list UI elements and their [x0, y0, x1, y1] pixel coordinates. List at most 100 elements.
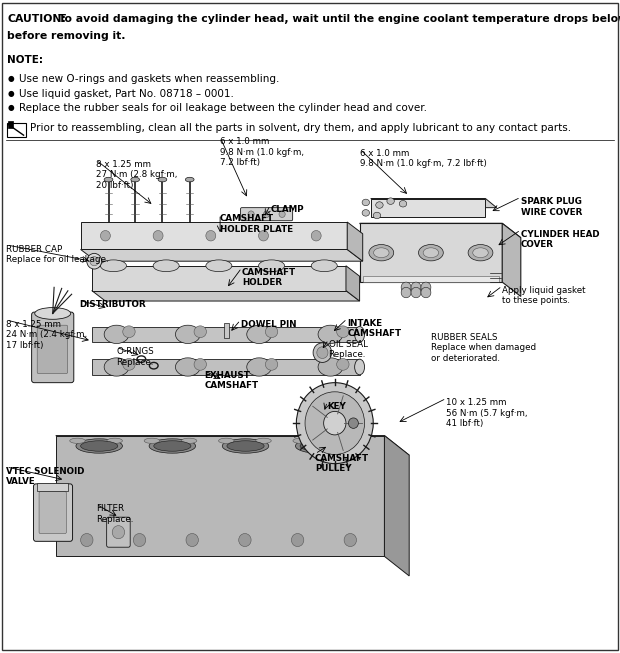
Circle shape — [239, 534, 251, 547]
Circle shape — [133, 534, 146, 547]
Ellipse shape — [293, 438, 309, 443]
Circle shape — [311, 231, 321, 241]
Text: 8 x 1.25 mm
24 N·m (2.4 kgf·m,
17 lbf·ft): 8 x 1.25 mm 24 N·m (2.4 kgf·m, 17 lbf·ft… — [6, 320, 87, 350]
Ellipse shape — [265, 326, 278, 338]
Circle shape — [411, 282, 421, 293]
Circle shape — [421, 282, 431, 293]
Ellipse shape — [154, 441, 191, 451]
Polygon shape — [92, 266, 346, 291]
Text: RUBBER CAP
Replace for oil leakage.: RUBBER CAP Replace for oil leakage. — [6, 245, 109, 264]
Polygon shape — [346, 266, 360, 301]
Circle shape — [81, 534, 93, 547]
FancyBboxPatch shape — [33, 484, 73, 541]
Text: CLAMP: CLAMP — [270, 205, 304, 214]
Text: Use new O-rings and gaskets when reassembling.: Use new O-rings and gaskets when reassem… — [19, 74, 279, 84]
Circle shape — [259, 231, 268, 241]
Ellipse shape — [311, 260, 337, 272]
Ellipse shape — [355, 326, 365, 342]
Text: 10 x 1.25 mm
56 N·m (5.7 kgf·m,
41 lbf·ft): 10 x 1.25 mm 56 N·m (5.7 kgf·m, 41 lbf·f… — [446, 398, 528, 428]
Ellipse shape — [313, 343, 332, 362]
Circle shape — [186, 534, 198, 547]
Ellipse shape — [373, 247, 389, 257]
Text: KEY: KEY — [327, 402, 346, 411]
Circle shape — [264, 211, 270, 217]
Ellipse shape — [296, 439, 342, 453]
Ellipse shape — [300, 441, 337, 451]
Ellipse shape — [330, 438, 346, 443]
Ellipse shape — [318, 358, 343, 376]
Text: Use liquid gasket, Part No. 08718 – 0001.: Use liquid gasket, Part No. 08718 – 0001… — [19, 89, 234, 99]
Circle shape — [248, 211, 254, 217]
FancyBboxPatch shape — [8, 121, 13, 128]
Text: To avoid damaging the cylinder head, wait until the engine coolant temperature d: To avoid damaging the cylinder head, wai… — [51, 14, 620, 24]
Polygon shape — [502, 223, 521, 296]
Polygon shape — [360, 223, 521, 238]
Text: DOWEL PIN: DOWEL PIN — [241, 320, 296, 329]
Ellipse shape — [373, 212, 381, 219]
FancyBboxPatch shape — [37, 325, 68, 374]
Ellipse shape — [227, 441, 264, 451]
Circle shape — [421, 287, 431, 298]
Ellipse shape — [399, 200, 407, 207]
FancyBboxPatch shape — [7, 123, 26, 137]
Circle shape — [401, 287, 411, 298]
Text: 6 x 1.0 mm
9.8 N·m (1.0 kgf·m,
7.2 lbf·ft): 6 x 1.0 mm 9.8 N·m (1.0 kgf·m, 7.2 lbf·f… — [220, 137, 304, 167]
Ellipse shape — [387, 198, 394, 204]
FancyBboxPatch shape — [241, 208, 293, 221]
Circle shape — [112, 526, 125, 539]
Ellipse shape — [76, 439, 123, 453]
Ellipse shape — [123, 326, 135, 338]
Ellipse shape — [175, 325, 200, 343]
Circle shape — [100, 231, 110, 241]
Text: FILTER
Replace.: FILTER Replace. — [96, 504, 133, 524]
FancyBboxPatch shape — [32, 312, 74, 383]
Ellipse shape — [418, 244, 443, 261]
Text: ●: ● — [7, 74, 14, 84]
Text: Replace the rubber seals for oil leakage between the cylinder head and cover.: Replace the rubber seals for oil leakage… — [19, 103, 427, 113]
FancyBboxPatch shape — [39, 492, 66, 534]
Polygon shape — [371, 199, 497, 208]
Ellipse shape — [158, 177, 167, 182]
Ellipse shape — [104, 358, 129, 376]
FancyBboxPatch shape — [92, 359, 360, 375]
Ellipse shape — [247, 358, 272, 376]
Text: CYLINDER HEAD
COVER: CYLINDER HEAD COVER — [521, 230, 600, 249]
Text: ●: ● — [7, 89, 14, 98]
Ellipse shape — [362, 210, 370, 216]
Text: ●: ● — [7, 103, 14, 112]
Circle shape — [344, 534, 356, 547]
Ellipse shape — [123, 358, 135, 370]
Ellipse shape — [317, 347, 328, 358]
Polygon shape — [56, 436, 409, 455]
Polygon shape — [81, 222, 347, 249]
Ellipse shape — [218, 438, 234, 443]
Circle shape — [90, 257, 99, 266]
FancyBboxPatch shape — [363, 276, 499, 282]
Circle shape — [291, 534, 304, 547]
Circle shape — [279, 211, 285, 217]
Circle shape — [401, 282, 411, 293]
Text: CAMSHAFT
PULLEY: CAMSHAFT PULLEY — [315, 454, 369, 473]
Ellipse shape — [259, 260, 285, 272]
Ellipse shape — [369, 244, 394, 261]
Ellipse shape — [265, 358, 278, 370]
Ellipse shape — [100, 260, 126, 272]
FancyBboxPatch shape — [107, 517, 130, 547]
Text: DISTRIBUTOR: DISTRIBUTOR — [79, 300, 146, 310]
Ellipse shape — [181, 438, 197, 443]
Polygon shape — [360, 223, 502, 282]
Ellipse shape — [255, 438, 272, 443]
Ellipse shape — [206, 260, 232, 272]
Text: 6 x 1.0 mm
9.8 N·m (1.0 kgf·m, 7.2 lbf·ft): 6 x 1.0 mm 9.8 N·m (1.0 kgf·m, 7.2 lbf·f… — [360, 149, 487, 168]
Ellipse shape — [194, 358, 206, 370]
Ellipse shape — [355, 359, 365, 375]
FancyBboxPatch shape — [322, 402, 328, 414]
Ellipse shape — [104, 177, 113, 182]
Ellipse shape — [104, 325, 129, 343]
Circle shape — [324, 411, 346, 435]
Text: INTAKE
CAMSHAFT: INTAKE CAMSHAFT — [347, 319, 401, 338]
Ellipse shape — [247, 325, 272, 343]
Ellipse shape — [131, 177, 140, 182]
Polygon shape — [371, 199, 485, 217]
Text: OIL SEAL
Replace.: OIL SEAL Replace. — [329, 340, 368, 359]
